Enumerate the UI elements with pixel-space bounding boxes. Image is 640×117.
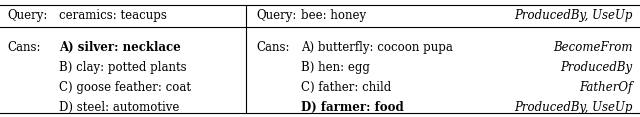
Text: ceramics: teacups: ceramics: teacups <box>59 9 167 22</box>
Text: Query:: Query: <box>256 9 296 22</box>
Text: D) farmer: food: D) farmer: food <box>301 101 404 114</box>
Text: D) steel: automotive: D) steel: automotive <box>59 101 179 114</box>
Text: A) butterfly: cocoon pupa: A) butterfly: cocoon pupa <box>301 41 452 54</box>
Text: B) clay: potted plants: B) clay: potted plants <box>59 61 186 74</box>
Text: ProducedBy, UseUp: ProducedBy, UseUp <box>514 9 632 22</box>
Text: ProducedBy, UseUp: ProducedBy, UseUp <box>514 101 632 114</box>
Text: Cans:: Cans: <box>8 41 41 54</box>
Text: Query:: Query: <box>8 9 48 22</box>
Text: A) silver: necklace: A) silver: necklace <box>59 41 180 54</box>
Text: ProducedBy: ProducedBy <box>560 61 632 74</box>
Text: C) father: child: C) father: child <box>301 81 391 94</box>
Text: Cans:: Cans: <box>256 41 289 54</box>
Text: B) hen: egg: B) hen: egg <box>301 61 370 74</box>
Text: FatherOf: FatherOf <box>579 81 632 94</box>
Text: C) goose feather: coat: C) goose feather: coat <box>59 81 191 94</box>
Text: BecomeFrom: BecomeFrom <box>553 41 632 54</box>
Text: bee: honey: bee: honey <box>301 9 366 22</box>
